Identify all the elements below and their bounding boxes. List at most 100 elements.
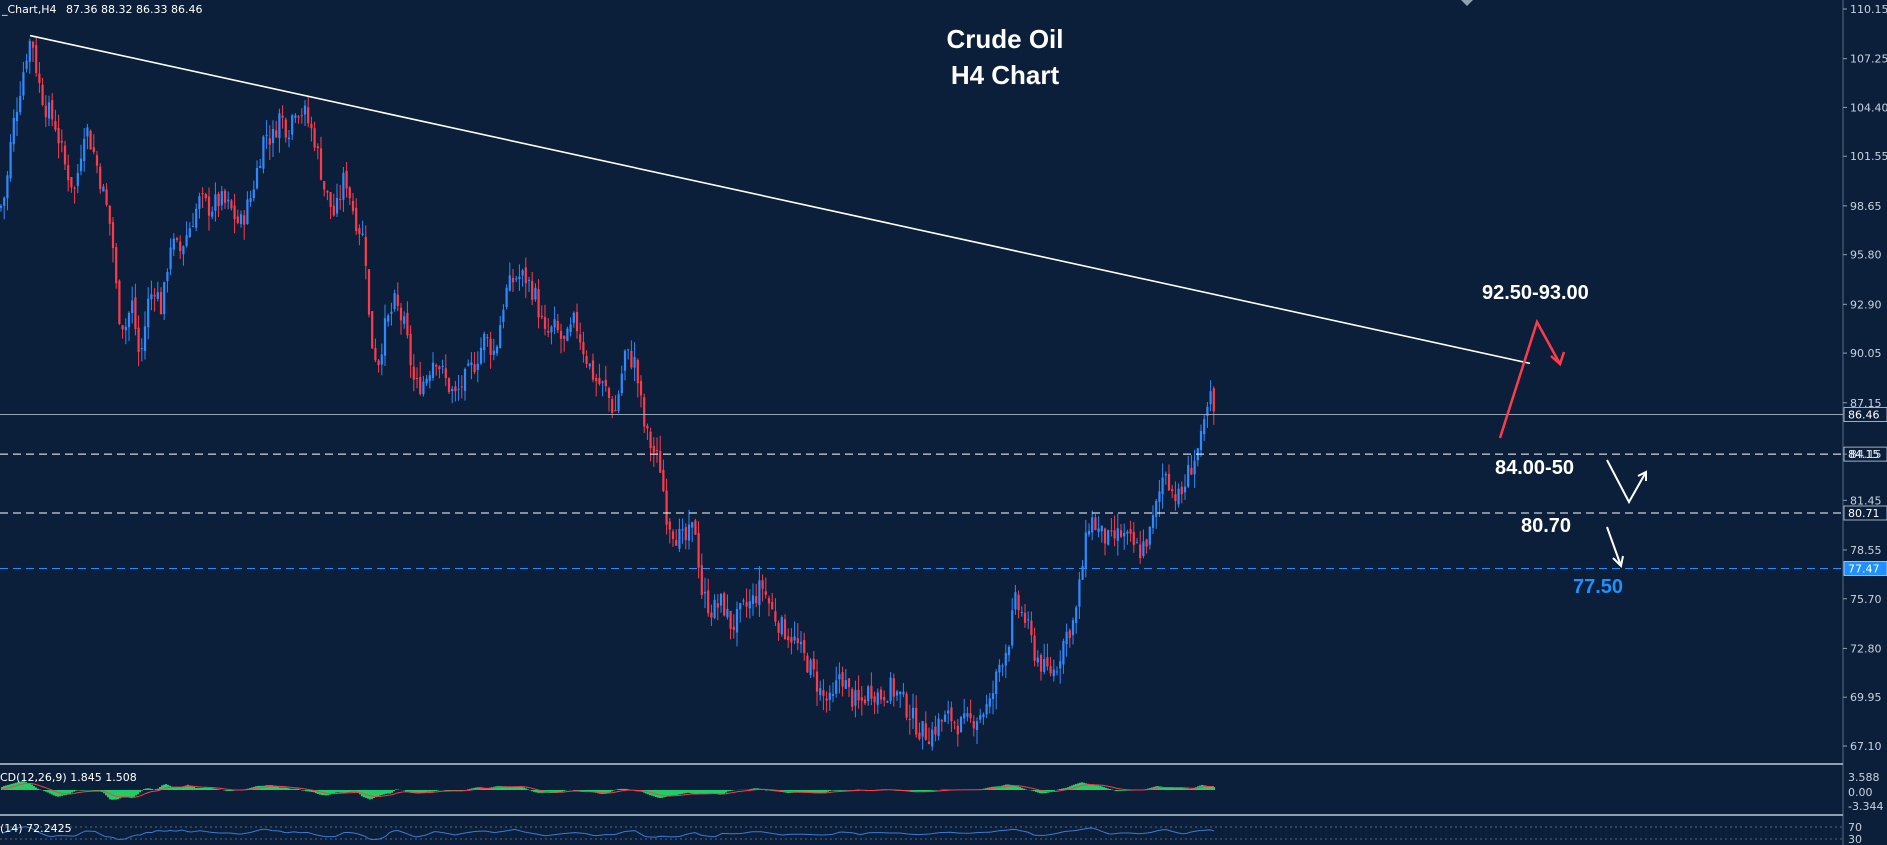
candle-body[interactable] <box>3 197 6 206</box>
candle-body[interactable] <box>742 600 745 602</box>
candle-body[interactable] <box>1017 594 1020 611</box>
candle-body[interactable] <box>339 198 342 200</box>
candle-body[interactable] <box>1158 491 1161 502</box>
candle-body[interactable] <box>758 580 761 606</box>
candle-body[interactable] <box>604 379 607 387</box>
candle-body[interactable] <box>1155 500 1158 517</box>
candle-body[interactable] <box>710 612 713 618</box>
candle-body[interactable] <box>102 186 105 192</box>
candle-body[interactable] <box>940 720 943 722</box>
candle-body[interactable] <box>819 688 822 696</box>
candle-body[interactable] <box>51 100 54 120</box>
candle-body[interactable] <box>1183 486 1187 493</box>
candle-body[interactable] <box>371 311 374 349</box>
candle-body[interactable] <box>703 591 707 594</box>
candle-body[interactable] <box>735 609 739 633</box>
candle-body[interactable] <box>1027 619 1030 621</box>
candle-body[interactable] <box>19 95 22 113</box>
candle-body[interactable] <box>249 198 252 202</box>
candle-body[interactable] <box>294 115 297 118</box>
candle-body[interactable] <box>316 146 319 149</box>
candle-body[interactable] <box>1084 532 1087 570</box>
candle-body[interactable] <box>723 593 726 616</box>
candle-body[interactable] <box>313 128 316 148</box>
candle-body[interactable] <box>899 691 902 695</box>
candle-body[interactable] <box>140 348 143 350</box>
candle-body[interactable] <box>1180 486 1183 495</box>
candle-body[interactable] <box>419 377 422 394</box>
candle-body[interactable] <box>47 102 51 119</box>
candle-body[interactable] <box>374 348 377 361</box>
candle-body[interactable] <box>921 721 924 737</box>
candle-body[interactable] <box>1078 579 1081 607</box>
candle-body[interactable] <box>969 713 972 719</box>
candle-body[interactable] <box>1113 530 1116 539</box>
candle-body[interactable] <box>1094 517 1097 531</box>
candle-body[interactable] <box>169 247 172 270</box>
candle-body[interactable] <box>764 591 767 595</box>
candle-body[interactable] <box>1004 652 1007 666</box>
candle-body[interactable] <box>252 189 255 198</box>
candle-body[interactable] <box>796 638 799 644</box>
candle-body[interactable] <box>326 190 329 193</box>
candle-body[interactable] <box>854 690 857 706</box>
candle-body[interactable] <box>1174 494 1177 502</box>
candle-body[interactable] <box>230 200 233 209</box>
candle-body[interactable] <box>89 130 92 150</box>
candle-body[interactable] <box>227 199 230 202</box>
candle-body[interactable] <box>396 294 399 306</box>
candle-body[interactable] <box>815 671 819 692</box>
candle-body[interactable] <box>934 726 937 735</box>
candle-body[interactable] <box>207 196 211 216</box>
candle-body[interactable] <box>124 326 127 331</box>
candle-body[interactable] <box>790 637 793 643</box>
candle-body[interactable] <box>870 685 873 699</box>
candle-body[interactable] <box>518 276 521 280</box>
candle-body[interactable] <box>947 710 950 714</box>
candle-body[interactable] <box>303 105 307 115</box>
candle-body[interactable] <box>860 697 863 701</box>
candle-body[interactable] <box>188 228 191 238</box>
candle-body[interactable] <box>1059 661 1062 669</box>
candle-body[interactable] <box>57 127 60 144</box>
candle-body[interactable] <box>255 168 259 189</box>
candle-body[interactable] <box>527 279 531 281</box>
candle-body[interactable] <box>668 521 671 530</box>
candle-body[interactable] <box>403 316 406 324</box>
candle-body[interactable] <box>524 267 527 284</box>
candle-body[interactable] <box>406 312 409 336</box>
candle-body[interactable] <box>943 714 947 722</box>
candle-body[interactable] <box>588 363 591 367</box>
candle-body[interactable] <box>1116 528 1119 541</box>
candle-body[interactable] <box>492 350 495 355</box>
candle-body[interactable] <box>841 672 844 687</box>
candle-body[interactable] <box>726 608 729 618</box>
candle-body[interactable] <box>329 192 332 207</box>
candle-body[interactable] <box>111 222 115 249</box>
candle-body[interactable] <box>476 363 479 370</box>
candle-body[interactable] <box>799 641 803 645</box>
candle-body[interactable] <box>1071 620 1075 636</box>
candle-body[interactable] <box>902 691 905 695</box>
descending-trendline[interactable] <box>29 34 1531 365</box>
candle-body[interactable] <box>569 324 572 332</box>
candle-body[interactable] <box>511 277 515 283</box>
candle-body[interactable] <box>447 378 451 393</box>
candle-body[interactable] <box>585 355 588 364</box>
candle-body[interactable] <box>246 199 249 224</box>
candle-body[interactable] <box>1033 635 1036 661</box>
candle-body[interactable] <box>828 692 831 700</box>
candle-body[interactable] <box>748 601 751 609</box>
candle-body[interactable] <box>345 170 348 189</box>
candle-body[interactable] <box>908 719 911 721</box>
candle-body[interactable] <box>159 292 163 315</box>
candle-body[interactable] <box>483 333 486 351</box>
candle-body[interactable] <box>543 317 547 329</box>
candle-body[interactable] <box>879 689 883 700</box>
candle-body[interactable] <box>563 335 566 339</box>
candle-body[interactable] <box>451 388 454 392</box>
candle-body[interactable] <box>297 116 300 118</box>
candle-body[interactable] <box>310 123 313 129</box>
candle-body[interactable] <box>777 622 780 633</box>
